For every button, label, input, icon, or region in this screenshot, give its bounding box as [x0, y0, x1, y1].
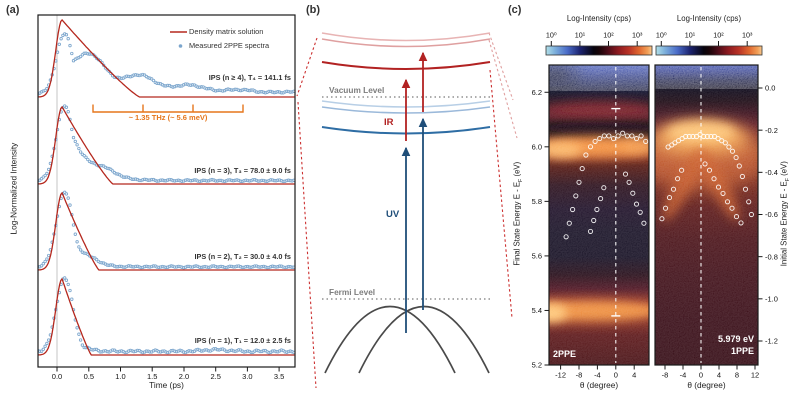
- svg-text:10³: 10³: [742, 31, 753, 40]
- panel-a-ylabel: Log-Normalized Intensity: [8, 142, 19, 235]
- svg-text:-0.8: -0.8: [765, 252, 778, 261]
- final-state-band: [321, 61, 491, 70]
- density-matrix-fit-lines: [38, 19, 295, 356]
- heatmap-1ppe-ylabel: Initial State Energy E - EF (eV): [779, 104, 791, 324]
- panel-a-frame: [37, 14, 296, 368]
- heatmap-axes: 6.2 6.0 5.8 5.6 5.4 5.2 0.0 -0.2 -0.4 -0.6 -0.8 -1.…: [532, 84, 778, 380]
- ylabel-post: (eV): [779, 161, 789, 179]
- svg-text:6.2: 6.2: [532, 88, 542, 97]
- svg-text:3.5: 3.5: [274, 372, 284, 381]
- svg-text:6.0: 6.0: [532, 142, 542, 151]
- final-state-band-upper-1: [321, 32, 491, 42]
- svg-text:-8: -8: [576, 371, 583, 380]
- oscillation-bracket: [92, 104, 244, 113]
- ylabel-pre: Final State Energy E - E: [512, 181, 522, 266]
- 2ppe-tag: 2PPE: [553, 349, 577, 359]
- legend-entry-data: Measured 2PPE spectra: [189, 40, 270, 50]
- svg-text:10¹: 10¹: [685, 31, 696, 40]
- trace-label-n1: IPS (n = 1), T₁ = 12.0 ± 2.5 fs: [194, 335, 291, 345]
- svg-text:5.6: 5.6: [532, 252, 542, 261]
- svg-text:10²: 10²: [603, 31, 614, 40]
- connector-dashed-right-pink1: [488, 32, 514, 101]
- connector-dashed-left-bottom: [297, 101, 317, 389]
- svg-text:0.0: 0.0: [52, 372, 62, 381]
- svg-text:0.0: 0.0: [765, 84, 775, 93]
- trace-label-n2: IPS (n = 2), T₂ = 30.0 ± 4.0 fs: [194, 251, 291, 261]
- ir-label: IR: [384, 117, 394, 128]
- final-state-band-upper-2: [321, 38, 491, 48]
- svg-text:10¹: 10¹: [575, 31, 586, 40]
- ylabel-sub: F: [784, 178, 791, 182]
- svg-text:5.2: 5.2: [532, 361, 542, 370]
- ylabel-pre: Initial State Energy E - E: [779, 181, 789, 267]
- svg-text:-0.6: -0.6: [765, 210, 778, 219]
- svg-text:-0.2: -0.2: [765, 126, 778, 135]
- panel-a-x-axis: 0.0 0.5 1.0 1.5 2.0 2.5 3.0 3.5: [52, 367, 284, 381]
- 1ppe-tag: 1PPE: [730, 345, 754, 356]
- oscillation-annotation: ~ 1.35 THz (~ 5.6 meV): [128, 113, 208, 122]
- heatmap-2ppe: [549, 65, 649, 365]
- vacuum-level-label: Vacuum Level: [329, 84, 385, 95]
- legend-entry-fit: Density matrix solution: [189, 26, 264, 36]
- valence-band-parabola-1: [324, 305, 456, 374]
- svg-text:8: 8: [735, 371, 739, 380]
- colorbar-ticks: 10⁰ 10¹ 10² 10³ 10⁰ 10¹ 10² 10³: [546, 31, 753, 46]
- svg-text:-1.0: -1.0: [765, 294, 778, 303]
- connector-dashed-left-top: [296, 37, 318, 97]
- heatmap-2ppe-xlabel: θ (degree): [579, 380, 619, 390]
- svg-text:-4: -4: [594, 371, 601, 380]
- heatmap-1ppe-frame: [654, 64, 759, 366]
- svg-text:0.5: 0.5: [84, 372, 94, 381]
- colorbar-left: [545, 45, 653, 56]
- trace-label-n3: IPS (n = 3), T₃ = 78.0 ± 9.0 fs: [194, 165, 291, 175]
- legend-dot-sample: [178, 44, 183, 48]
- svg-text:5.4: 5.4: [532, 306, 542, 315]
- panel-c-tag: (c): [508, 4, 522, 16]
- ylabel-post: (eV): [512, 161, 522, 179]
- svg-text:0: 0: [699, 371, 703, 380]
- valence-band-parabola-2: [358, 305, 490, 374]
- connector-dashed-right-red: [489, 69, 513, 319]
- trace-label-n4: IPS (n ≥ 4), T₄ = 141.1 fs: [208, 72, 291, 82]
- heatmap-1ppe-xlabel: θ (degree): [687, 380, 726, 390]
- colorbar-right: [655, 45, 763, 56]
- svg-text:4: 4: [717, 371, 721, 380]
- uv-label: UV: [386, 209, 400, 220]
- energy-level-diagram: [296, 32, 518, 389]
- connector-dashed-right-pink2: [488, 39, 518, 139]
- svg-text:5.8: 5.8: [532, 197, 542, 206]
- svg-text:2.5: 2.5: [210, 372, 220, 381]
- svg-text:-0.4: -0.4: [765, 168, 778, 177]
- colorbar-right-title: Log-Intensity (cps): [676, 14, 742, 23]
- svg-text:2.0: 2.0: [179, 372, 189, 381]
- photon-energy-tag: 5.979 eV: [717, 333, 754, 344]
- svg-text:-1.2: -1.2: [765, 337, 778, 346]
- heatmap-2ppe-frame: [548, 64, 650, 366]
- fermi-level-label: Fermi Level: [329, 286, 376, 297]
- svg-text:10⁰: 10⁰: [656, 31, 667, 40]
- svg-text:3.0: 3.0: [242, 372, 252, 381]
- svg-text:-12: -12: [555, 371, 566, 380]
- heatmap-1ppe: [655, 65, 758, 365]
- heatmap-2ppe-ylabel: Final State Energy E - EF (eV): [512, 104, 524, 324]
- ylabel-sub: F: [517, 178, 524, 182]
- svg-text:1.5: 1.5: [147, 372, 157, 381]
- svg-text:10²: 10²: [713, 31, 724, 40]
- svg-text:1.0: 1.0: [115, 372, 125, 381]
- panel-a-tag: (a): [6, 4, 20, 16]
- colorbar-left-title: Log-Intensity (cps): [566, 14, 632, 23]
- svg-text:4: 4: [632, 371, 636, 380]
- panel-a-xlabel: Time (ps): [149, 380, 184, 390]
- svg-text:12: 12: [751, 371, 759, 380]
- svg-text:-8: -8: [662, 371, 669, 380]
- svg-text:10⁰: 10⁰: [546, 31, 557, 40]
- svg-text:-4: -4: [680, 371, 687, 380]
- svg-text:0: 0: [614, 371, 618, 380]
- panel-b-tag: (b): [306, 4, 321, 16]
- svg-text:10³: 10³: [632, 31, 643, 40]
